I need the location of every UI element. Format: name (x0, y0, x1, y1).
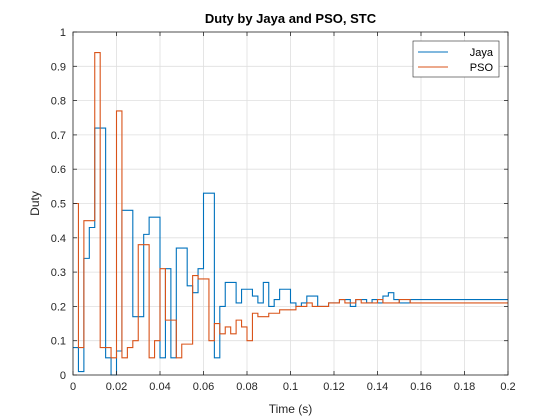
y-tick-label: 0.7 (51, 130, 66, 142)
y-tick-label: 0.4 (51, 233, 66, 245)
y-tick-label: 0.5 (51, 199, 66, 211)
y-tick-label: 0.3 (51, 267, 66, 279)
legend-label-pso: PSO (470, 62, 494, 74)
series-lines (73, 52, 508, 376)
y-tick-label: 0 (60, 370, 66, 382)
y-tick-label: 0.6 (51, 164, 66, 176)
x-tick-label: 0.16 (410, 381, 431, 393)
legend-label-jaya: Jaya (470, 47, 494, 59)
x-tick-label: 0.02 (106, 381, 127, 393)
x-tick-label: 0 (70, 381, 76, 393)
y-tick-label: 1 (60, 27, 66, 39)
x-tick-label: 0.04 (149, 381, 170, 393)
y-tick-label: 0.9 (51, 61, 66, 73)
legend-box (412, 40, 500, 78)
series-line-pso (73, 52, 508, 359)
y-axis-label: Duty (28, 191, 42, 216)
x-tick-label: 0.14 (367, 381, 388, 393)
x-tick-label: 0.08 (236, 381, 257, 393)
legend: Jaya PSO (412, 40, 500, 78)
x-tick-label: 0.18 (454, 381, 475, 393)
x-tick-label: 0.1 (283, 381, 298, 393)
y-tick-label: 0.8 (51, 96, 66, 108)
y-tick-label: 0.2 (51, 301, 66, 313)
chart-title: Duty by Jaya and PSO, STC (205, 11, 377, 26)
y-tick-label: 0.1 (51, 336, 66, 348)
x-tick-label: 0.12 (323, 381, 344, 393)
axis-ticks: 0 0.02 0.04 0.06 0.08 0.1 0.12 0.14 0.16 0.18 0.2 0… (51, 27, 516, 393)
x-tick-label: 0.2 (500, 381, 515, 393)
x-axis-label: Time (s) (269, 402, 313, 416)
x-tick-label: 0.06 (193, 381, 214, 393)
